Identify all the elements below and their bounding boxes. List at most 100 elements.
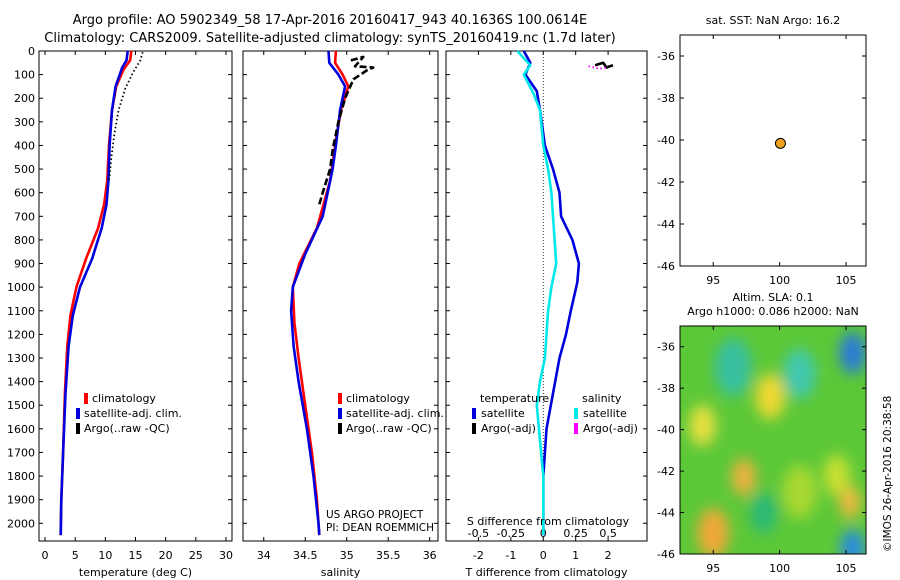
depth-tick-label: 1500 <box>7 399 35 412</box>
sla-anomaly-blob <box>689 404 716 447</box>
sla-map-panel: -36 -38 -40 -42 -44 -46 95 100 105 <box>657 325 867 575</box>
legend-label-argo: Argo(..raw -QC) <box>84 422 170 435</box>
legend-heading-temperature: temperature <box>480 392 549 405</box>
imos-watermark: ©IMOS 26-Apr-2016 20:38:58 <box>882 396 894 552</box>
depth-tick-label: 1600 <box>7 423 35 436</box>
depth-tick-label: 1700 <box>7 446 35 459</box>
sst_map-ytick-label: -44 <box>657 218 675 231</box>
salinity-xtick-label: 36 <box>423 549 437 562</box>
series-line-salinity-satellite <box>516 50 558 536</box>
temperature-panel: 0100200300400500600700800900100011001200… <box>7 45 233 579</box>
sst_map-ytick-label: -40 <box>657 134 675 147</box>
sla-anomaly-blob <box>783 348 816 399</box>
legend-swatch-satellite <box>76 408 80 419</box>
depth-tick-label: 2000 <box>7 517 35 530</box>
sst_map-xtick-label: 100 <box>769 274 790 287</box>
sst_map-ytick-label: -46 <box>657 260 675 273</box>
sla-map-title-line2: Argo h1000: 0.086 h2000: NaN <box>687 305 859 318</box>
series-line-argo-raw-qc- <box>318 55 375 205</box>
sla-anomaly-blob <box>697 508 730 554</box>
legend-label-temp-argo: Argo(-adj) <box>481 422 536 435</box>
salinity-xtick-label: 35.5 <box>376 549 401 562</box>
argo-location-marker <box>774 137 786 149</box>
depth-tick-label: 0 <box>28 45 35 58</box>
figure-title-line2: Climatology: CARS2009. Satellite-adjuste… <box>44 31 616 46</box>
project-line1: US ARGO PROJECT <box>326 509 424 521</box>
sla-map-title-line1: Altim. SLA: 0.1 <box>732 291 813 304</box>
legend-label-satellite: satellite-adj. clim. <box>84 407 182 420</box>
sla-anomaly-blob <box>731 458 756 496</box>
sla-anomaly-blob <box>782 464 817 519</box>
series-line-temperature-argo-adj- <box>594 61 614 69</box>
secondary-xtick-label: 0.25 <box>563 527 588 540</box>
depth-tick-label: 900 <box>14 258 35 271</box>
salinity-xlabel: salinity <box>321 566 361 579</box>
depth-tick-label: 1000 <box>7 281 35 294</box>
depth-tick-label: 200 <box>14 92 35 105</box>
sla-anomaly-blob <box>750 491 777 534</box>
sst_map-ytick-label: -42 <box>657 176 675 189</box>
temperature-xtick-label: 0 <box>42 549 49 562</box>
difference-legend: temperature salinity satellite Argo(-adj… <box>472 392 638 435</box>
sla_map-ytick-label: -40 <box>657 424 675 437</box>
sla-blur-layer <box>689 332 866 554</box>
sst-background <box>680 35 866 266</box>
legend-label-satellite: satellite-adj. clim. <box>346 407 444 420</box>
sla-anomaly-blob <box>840 529 865 554</box>
sla_map-ytick-label: -38 <box>657 382 675 395</box>
temperature-legend: climatology satellite-adj. clim. Argo(..… <box>76 392 182 435</box>
temperature-xtick-label: 30 <box>219 549 233 562</box>
difference-xlabel: T difference from climatology <box>465 566 628 579</box>
sla_map-frame <box>679 325 867 555</box>
depth-tick-label: 1800 <box>7 470 35 483</box>
sla-anomaly-blob <box>714 338 752 397</box>
depth-tick-label: 800 <box>14 234 35 247</box>
legend-label-sal-satellite: satellite <box>583 407 627 420</box>
sst_map-frame <box>679 34 867 267</box>
sla-anomaly-blob <box>839 485 861 519</box>
salinity-xtick-label: 34.5 <box>293 549 318 562</box>
sla_map-ytick-label: -44 <box>657 507 675 520</box>
sst_map-ytick-label: -38 <box>657 92 675 105</box>
difference-axes-frame <box>445 50 648 542</box>
temperature-axes-frame <box>38 50 233 542</box>
salinity-xtick-label: 34 <box>257 549 271 562</box>
difference-xtick-label: 0 <box>540 549 547 562</box>
difference-xtick-label: -1 <box>505 549 516 562</box>
sst_map-xtick-label: 105 <box>836 274 857 287</box>
temperature-xtick-label: 25 <box>189 549 203 562</box>
legend-label-sal-argo: Argo(-adj) <box>583 422 638 435</box>
legend-swatch-sal-satellite <box>574 408 578 419</box>
depth-tick-label: 1400 <box>7 376 35 389</box>
secondary-xtick-label: -0.5 <box>468 527 489 540</box>
sla-anomaly-blob <box>839 332 866 374</box>
sla_map-ytick-label: -46 <box>657 548 675 561</box>
secondary-xtick-label: 0.5 <box>599 527 617 540</box>
difference-xtick-label: 2 <box>605 549 612 562</box>
temperature-xtick-label: 10 <box>98 549 112 562</box>
sla_map-xtick-label: 105 <box>836 562 857 575</box>
legend-swatch-temp-satellite <box>472 408 476 419</box>
salinity-axes-frame <box>242 50 439 542</box>
salinity-panel: 34 34.5 35 35.5 36 salinity <box>242 50 439 579</box>
temperature-xlabel: temperature (deg C) <box>79 566 192 579</box>
project-line2: PI: DEAN ROEMMICH <box>326 522 434 534</box>
sst_map-xtick-label: 95 <box>706 274 720 287</box>
depth-tick-label: 600 <box>14 187 35 200</box>
sst_map-ytick-label: -36 <box>657 50 675 63</box>
legend-label-temp-satellite: satellite <box>481 407 525 420</box>
legend-swatch-sal-argo <box>574 423 578 434</box>
depth-tick-label: 1200 <box>7 328 35 341</box>
sst-map-title: sat. SST: NaN Argo: 16.2 <box>706 14 840 27</box>
sla_map-xtick-label: 95 <box>706 562 720 575</box>
figure-title-line1: Argo profile: AO 5902349_58 17-Apr-2016 … <box>73 13 588 28</box>
series-line-satellite-adj-clim- <box>289 50 347 536</box>
depth-tick-label: 100 <box>14 69 35 82</box>
depth-tick-label: 300 <box>14 116 35 129</box>
legend-swatch-climatology <box>84 393 88 404</box>
series-line-satellite-adj-clim- <box>59 50 129 536</box>
series-line-salinity-argo-adj- <box>588 65 609 70</box>
legend-heading-salinity: salinity <box>582 392 622 405</box>
sla_map-ytick-label: -42 <box>657 465 675 478</box>
